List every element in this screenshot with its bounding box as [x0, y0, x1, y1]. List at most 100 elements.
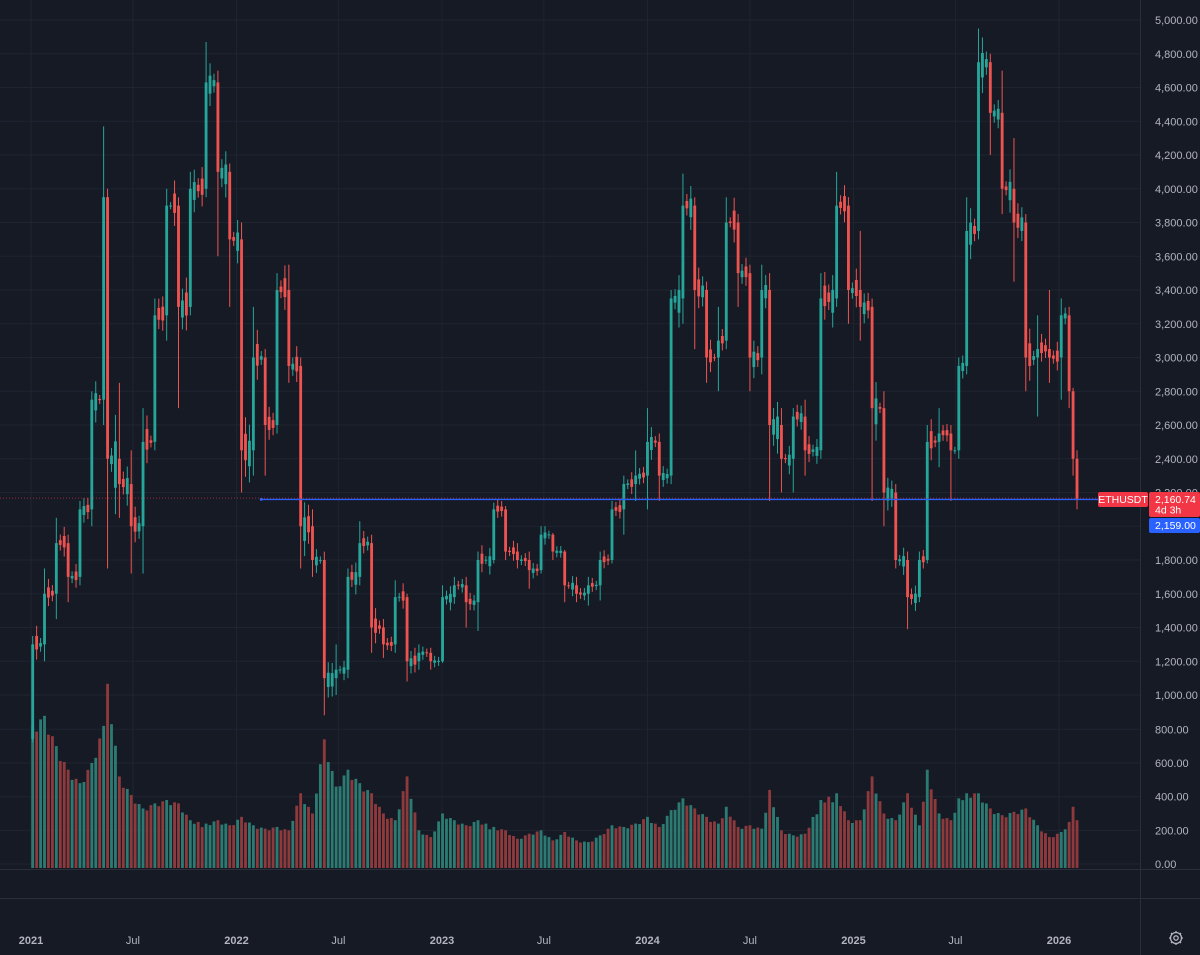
candle-body: [58, 540, 62, 545]
candle-body: [713, 357, 716, 359]
volume-bar: [701, 814, 705, 868]
volume-bar: [906, 793, 909, 868]
volume-bar: [90, 762, 94, 868]
volume-bar: [925, 769, 929, 868]
candle-body: [82, 506, 86, 515]
volume-bar: [937, 813, 941, 868]
volume-bar: [685, 805, 689, 868]
volume-bar: [401, 791, 405, 868]
volume-bar: [220, 824, 224, 868]
candle-body: [54, 543, 58, 594]
candle-body: [657, 441, 661, 476]
time-axis[interactable]: 2021 Jul 2022 Jul 2023 Jul 2024 Jul 2025 Jul 2026: [19, 935, 1071, 947]
volume-bar: [161, 801, 165, 868]
volume-bar: [760, 828, 764, 868]
volume-bar: [303, 804, 307, 868]
candle-body: [783, 458, 787, 460]
candle-body: [1028, 343, 1032, 366]
candle-body: [382, 627, 385, 645]
volume-bar: [271, 827, 275, 868]
candle-body: [102, 197, 106, 400]
volume-bar: [827, 796, 831, 868]
volume-bar: [661, 824, 665, 868]
candle-body: [66, 543, 70, 577]
candle-body: [890, 488, 894, 499]
candle-body: [397, 596, 401, 598]
volume-bar: [984, 803, 988, 868]
volume-bar: [772, 807, 775, 868]
volume-bar: [874, 793, 878, 868]
price-tick-label: 2,800.00: [1155, 386, 1198, 398]
candle-body: [90, 399, 94, 510]
price-tick-label: 3,200.00: [1155, 319, 1198, 331]
volume-bar: [992, 814, 996, 868]
volume-bar: [460, 823, 464, 868]
candle-body: [413, 655, 417, 665]
candle-body: [760, 290, 764, 358]
volume-bar: [866, 791, 870, 868]
volume-bar: [799, 834, 803, 868]
candle-body: [43, 593, 46, 645]
candle-body: [945, 430, 949, 436]
candle-body: [811, 449, 815, 452]
volume-bar: [713, 821, 716, 868]
candle-body: [1040, 342, 1043, 353]
candle-body: [531, 568, 535, 573]
volume-bar: [783, 834, 787, 868]
candle-body: [137, 523, 141, 532]
candle-body: [716, 340, 720, 358]
candle-body: [334, 669, 338, 679]
volume-bar: [137, 804, 141, 868]
volume-bar: [1055, 833, 1059, 868]
candle-body: [693, 205, 697, 290]
candle-body: [512, 547, 515, 555]
volume-bar: [433, 831, 437, 868]
volume-bar: [244, 822, 247, 868]
volume-bar: [1012, 811, 1016, 868]
volume-bar: [409, 798, 413, 868]
candle-body: [1067, 315, 1071, 392]
volume-bar: [776, 816, 779, 868]
candle-body: [571, 582, 575, 590]
candlesticks[interactable]: [31, 28, 1079, 743]
price-tick-label: 1,600.00: [1155, 589, 1198, 601]
volume-bar: [1044, 833, 1047, 868]
price-axis[interactable]: 5,000.00 4,800.00 4,600.00 4,400.00 4,200.00…: [1155, 15, 1198, 871]
candle-body: [31, 644, 35, 739]
volume-bar: [39, 719, 42, 868]
candle-body: [200, 178, 204, 195]
candle-body: [125, 477, 129, 495]
volume-bar: [673, 809, 677, 868]
horizontal-line-anchor[interactable]: [259, 497, 263, 501]
candle-body: [567, 585, 571, 587]
candle-body: [1008, 181, 1012, 201]
candle-body: [988, 62, 992, 113]
volume-bar: [362, 791, 366, 868]
candle-body: [547, 534, 551, 536]
volume-bar: [70, 779, 74, 868]
volume-bar: [354, 778, 358, 868]
horizontal-line-2159[interactable]: [0, 497, 1140, 501]
candle-body: [165, 205, 169, 316]
candle-body: [117, 458, 121, 485]
candle-body: [86, 504, 90, 513]
volume-bar: [508, 835, 511, 868]
volume-bar: [500, 829, 504, 868]
volume-bar: [512, 835, 515, 868]
candle-body: [141, 441, 145, 527]
candle-body: [819, 298, 823, 451]
candle-body: [236, 232, 240, 251]
candle-body: [882, 408, 886, 493]
candle-body: [342, 667, 346, 674]
candle-body: [322, 560, 326, 679]
volume-bar: [378, 806, 381, 868]
candle-body: [263, 357, 267, 425]
candle-body: [433, 660, 437, 663]
volume-bar: [94, 757, 98, 868]
candle-body: [350, 572, 354, 580]
chart-settings-icon[interactable]: [1168, 930, 1184, 946]
volume-bar: [322, 739, 326, 868]
candle-body: [271, 420, 275, 428]
